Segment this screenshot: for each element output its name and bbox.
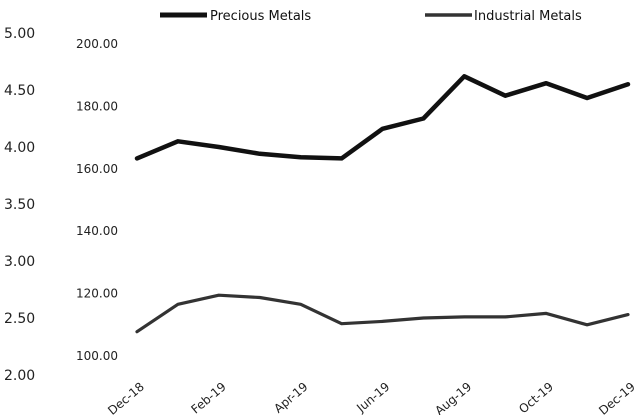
x-axis-tick-label: Feb-19 — [188, 380, 228, 415]
x-axis-tick-label: Dec-19 — [596, 380, 638, 415]
x-axis-ticks: Dec-18 Feb-19 Apr-19 Jun-19 Aug-19 Oct-19 Dec-… — [105, 380, 638, 415]
data-point — [136, 331, 138, 333]
data-point — [504, 95, 506, 97]
data-point — [382, 128, 383, 130]
inner-axis-tick-label: 120.00 — [76, 287, 118, 301]
data-point — [136, 157, 138, 159]
data-point — [422, 118, 424, 119]
left-axis-tick-label: 2.50 — [4, 311, 35, 327]
data-point — [218, 294, 220, 296]
data-point — [177, 303, 179, 305]
x-axis-tick-label: Dec-18 — [105, 380, 147, 415]
data-point — [504, 316, 506, 318]
data-point — [341, 157, 343, 159]
data-point — [300, 303, 302, 305]
data-point — [586, 324, 588, 326]
x-axis-tick-label: Jun-19 — [353, 380, 392, 415]
left-axis-tick-label: 4.00 — [4, 140, 35, 156]
x-axis-tick-label: Oct-19 — [516, 380, 556, 415]
inner-axis-tick-label: 100.00 — [76, 349, 118, 363]
data-point — [341, 323, 343, 325]
data-point — [627, 83, 629, 85]
left-axis-tick-label: 3.50 — [4, 197, 35, 213]
inner-axis-tick-label: 140.00 — [76, 224, 118, 238]
data-point — [545, 82, 547, 84]
data-point — [463, 316, 465, 318]
inner-axis-tick-label: 160.00 — [76, 162, 118, 176]
legend-label-precious-metals: Precious Metals — [210, 9, 311, 24]
series-layer — [134, 74, 631, 334]
left-axis-tick-label: 4.50 — [4, 83, 35, 99]
data-point — [218, 146, 220, 148]
data-point — [177, 140, 179, 142]
data-point — [259, 296, 261, 298]
data-point — [259, 153, 261, 155]
series-line-industrial-metals — [135, 293, 630, 334]
left-axis-ticks: 2.00 2.50 3.00 3.50 4.00 4.50 5.00 — [4, 26, 35, 384]
data-point — [627, 314, 629, 316]
series-line-precious-metals — [134, 74, 631, 161]
x-axis-tick-label: Aug-19 — [432, 380, 474, 415]
legend-label-industrial-metals: Industrial Metals — [474, 9, 582, 24]
left-axis-tick-label: 2.00 — [4, 368, 35, 384]
data-point — [382, 320, 383, 322]
data-point — [586, 97, 588, 99]
inner-axis-tick-label: 200.00 — [76, 37, 118, 51]
data-point — [300, 156, 302, 158]
data-point — [422, 317, 424, 319]
data-point — [463, 75, 465, 77]
left-axis-tick-label: 3.00 — [4, 254, 35, 270]
left-axis-tick-label: 5.00 — [4, 26, 35, 42]
legend: Precious Metals Industrial Metals — [160, 9, 582, 24]
data-point — [545, 312, 547, 314]
inner-axis-tick-label: 180.00 — [76, 99, 118, 113]
x-axis-tick-label: Apr-19 — [271, 380, 310, 415]
inner-axis-ticks: 100.00 120.00 140.00 160.00 180.00 200.00 — [76, 37, 118, 363]
